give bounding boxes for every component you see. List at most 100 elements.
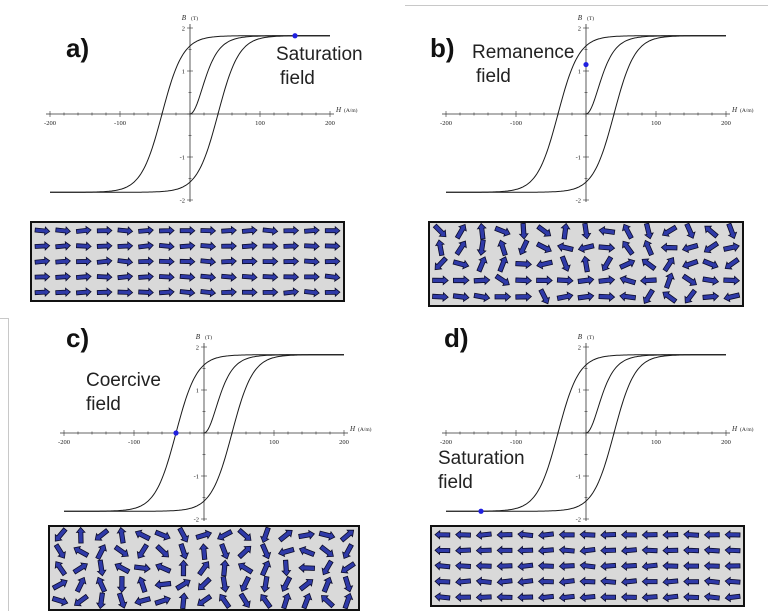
domain-arrow: [175, 578, 191, 591]
domain-arrow: [600, 592, 616, 603]
domain-arrow: [515, 259, 533, 270]
domain-arrow: [283, 272, 300, 282]
domain-arrow: [155, 562, 172, 574]
h-tick-label: -200: [440, 439, 452, 446]
domain-arrow: [96, 225, 113, 236]
annotation-line-1: Remanence: [472, 42, 575, 63]
b-tick-label: -1: [576, 155, 581, 162]
domain-arrow: [473, 275, 491, 286]
domain-arrow: [455, 545, 472, 556]
b-tick-label: 2: [182, 26, 185, 33]
domain-arrow: [538, 288, 550, 305]
domain-arrow: [724, 592, 741, 603]
domain-arrow: [473, 292, 491, 303]
domain-arrow: [221, 287, 237, 298]
domain-arrow: [138, 256, 154, 267]
domain-arrow: [538, 530, 555, 540]
domain-arrow: [179, 256, 196, 267]
domain-arrow: [660, 242, 678, 253]
domain-arrow: [455, 529, 471, 540]
domain-arrow: [321, 559, 334, 576]
domain-arrow: [138, 287, 154, 298]
domain-arrow: [434, 256, 448, 271]
b-tick-label: 1: [182, 69, 185, 76]
initial-magnetization-curve: [203, 354, 344, 434]
domain-arrow: [475, 561, 492, 571]
domain-arrow: [260, 527, 271, 544]
b-tick-label: 2: [578, 345, 581, 352]
domain-arrow: [76, 256, 92, 267]
domain-arrow: [703, 576, 720, 587]
annotation: Saturation field: [438, 447, 525, 495]
domain-arrow: [702, 258, 719, 270]
domain-arrow: [197, 561, 210, 577]
domain-arrow: [241, 225, 258, 236]
domain-arrow: [159, 225, 175, 236]
domain-arrow: [620, 561, 637, 572]
domain-arrow: [702, 275, 720, 286]
domain-arrow: [200, 287, 217, 298]
domain-arrow: [703, 561, 720, 571]
domain-arrow: [683, 576, 700, 587]
domain-arrow: [262, 256, 279, 267]
b-axis-unit: (T): [587, 334, 594, 341]
domain-arrow: [134, 596, 151, 607]
state-marker: [583, 61, 589, 68]
domain-arrow: [662, 592, 679, 603]
domain-arrow: [703, 240, 720, 254]
domain-arrow: [455, 560, 472, 571]
domain-arrow: [54, 561, 68, 577]
panel-label: a): [66, 33, 90, 63]
h-tick-label: 200: [721, 439, 731, 446]
h-axis-label: H: [731, 106, 738, 114]
b-tick-label: -2: [180, 198, 185, 205]
domain-arrow: [298, 578, 314, 592]
domain-arrow: [195, 529, 213, 541]
domain-arrow: [75, 271, 92, 282]
domain-arrow: [724, 529, 741, 540]
domain-arrow: [641, 592, 658, 603]
h-tick-label: -200: [58, 439, 70, 446]
domain-arrow: [241, 287, 258, 298]
domain-arrow: [619, 258, 636, 270]
domain-arrow: [642, 288, 655, 304]
domain-arrow: [622, 223, 634, 240]
domain-arrow: [662, 530, 679, 540]
domain-arrow-box: [48, 525, 360, 611]
domain-arrow: [219, 575, 230, 593]
domain-arrow: [179, 241, 196, 251]
h-tick-label: -100: [114, 120, 126, 127]
domain-arrow: [260, 593, 273, 609]
domain-arrow: [217, 529, 233, 541]
domain-arrow: [558, 561, 575, 571]
domain-arrow: [200, 241, 217, 252]
domain-arrow: [703, 529, 720, 540]
b-tick-label: -2: [576, 198, 581, 205]
domain-arrow: [662, 256, 675, 273]
domain-arrow: [600, 530, 617, 540]
domain-arrow: [558, 545, 575, 556]
domain-arrow: [179, 272, 196, 282]
domain-arrow: [663, 272, 675, 289]
domain-arrow: [619, 274, 637, 286]
domain-arrow: [724, 561, 741, 571]
initial-magnetization-curve: [585, 35, 726, 115]
domain-arrow: [452, 275, 470, 286]
domain-arrow: [517, 577, 534, 587]
domain-arrow: [496, 545, 513, 556]
domain-arrow: [304, 225, 320, 236]
domain-arrow: [55, 226, 71, 236]
b-axis-unit: (T): [587, 15, 594, 22]
domain-arrow: [154, 529, 171, 541]
domain-arrow: [703, 592, 720, 602]
domain-arrow: [138, 271, 154, 282]
domain-arrow: [662, 576, 679, 587]
h-axis-unit: (A/m): [740, 426, 754, 433]
domain-arrow: [598, 275, 616, 286]
domain-arrow: [723, 292, 741, 303]
state-marker: [478, 508, 484, 514]
domain-arrow: [537, 561, 554, 571]
domain-arrow: [218, 593, 232, 609]
panel-label: b): [430, 33, 455, 63]
domain-arrow: [200, 256, 217, 267]
